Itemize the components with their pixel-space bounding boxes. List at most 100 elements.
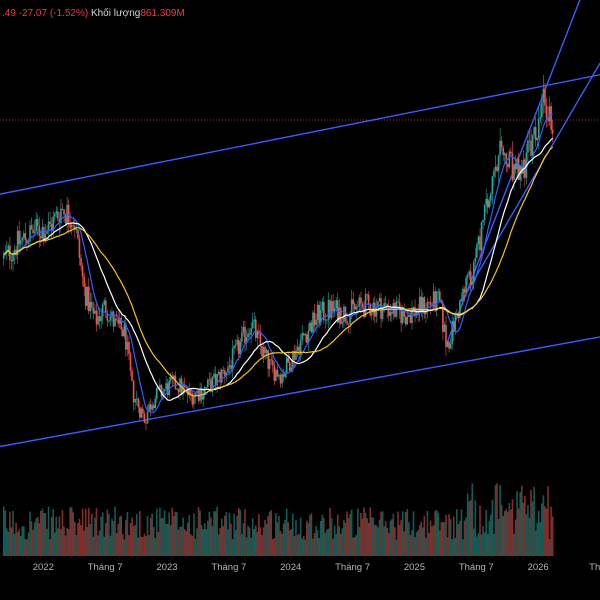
ma-25-line xyxy=(3,137,554,401)
volume-bar-305 xyxy=(474,500,477,556)
candle-body-270 xyxy=(420,296,423,313)
volume-bar-347 xyxy=(539,522,542,556)
candle-body-80 xyxy=(126,341,129,350)
candle-body-54 xyxy=(86,286,89,306)
candle-body-168 xyxy=(262,347,265,357)
volume-bar-140 xyxy=(219,527,222,556)
candle-body-148 xyxy=(231,348,234,370)
candle-body-331 xyxy=(514,164,517,170)
x-tick-label-2: 2023 xyxy=(156,562,177,573)
candle-body-90 xyxy=(142,408,144,414)
candle-body-107 xyxy=(168,380,170,395)
volume-bar-22 xyxy=(36,516,39,556)
x-tick-label-1: Tháng 7 xyxy=(88,562,123,573)
candle-body-243 xyxy=(378,298,381,302)
volume-bar-51 xyxy=(81,508,84,556)
x-tick-label-4: 2024 xyxy=(280,562,301,573)
volume-bar-61 xyxy=(97,535,99,556)
candle-body-328 xyxy=(510,151,512,154)
volume-bar-166 xyxy=(259,527,262,556)
volume-bar-258 xyxy=(401,511,404,556)
volume-bar-337 xyxy=(524,495,526,556)
candle-body-193 xyxy=(301,333,303,341)
candle-body-175 xyxy=(273,365,276,381)
volume-bar-229 xyxy=(357,508,359,556)
candle-body-217 xyxy=(338,307,341,323)
volume-bar-171 xyxy=(267,515,269,556)
volume-bar-107 xyxy=(168,512,170,556)
candle-body-307 xyxy=(477,236,480,245)
candle-body-171 xyxy=(267,349,269,369)
volume-bar-256 xyxy=(398,525,401,556)
volume-bar-123 xyxy=(193,513,195,556)
candle-body-7 xyxy=(13,249,16,256)
volume-bar-154 xyxy=(241,534,243,556)
candle-body-152 xyxy=(237,339,240,355)
volume-bar-349 xyxy=(542,495,545,556)
candle-body-215 xyxy=(335,300,337,309)
candle-body-157 xyxy=(245,337,248,344)
volume-bar-231 xyxy=(360,513,362,556)
candle-body-223 xyxy=(347,323,350,325)
volume-bar-191 xyxy=(298,533,300,556)
candle-body-204 xyxy=(318,304,320,324)
header-change: -27.07 (-1.52%) xyxy=(18,8,89,19)
candle-body-192 xyxy=(299,340,302,355)
candle-body-96 xyxy=(151,405,153,410)
candle-body-301 xyxy=(468,271,470,276)
volume-bar-339 xyxy=(527,504,529,556)
candle-body-229 xyxy=(357,306,359,308)
volume-bar-266 xyxy=(414,537,416,556)
candle-body-236 xyxy=(367,294,370,304)
volume-bar-238 xyxy=(370,517,373,556)
candle-body-37 xyxy=(60,208,62,224)
volume-bar-24 xyxy=(40,511,42,556)
volume-bar-150 xyxy=(234,529,237,556)
volume-bar-211 xyxy=(329,507,331,556)
volume-bar-190 xyxy=(296,535,299,556)
volume-bar-14 xyxy=(24,538,27,556)
candle-body-104 xyxy=(163,389,166,392)
volume-bar-17 xyxy=(29,511,31,556)
volume-bar-185 xyxy=(288,530,291,556)
candle-body-79 xyxy=(125,324,127,350)
candle-body-249 xyxy=(387,309,390,316)
volume-bar-81 xyxy=(128,535,130,556)
candle-body-137 xyxy=(214,373,217,386)
candle-body-208 xyxy=(324,319,327,321)
candle-body-133 xyxy=(208,379,211,381)
volume-bar-224 xyxy=(349,513,351,556)
volume-bar-289 xyxy=(449,519,452,556)
candle-body-135 xyxy=(211,377,214,392)
volume-bar-209 xyxy=(326,529,328,556)
candle-body-306 xyxy=(476,244,478,258)
candle-body-298 xyxy=(463,288,466,293)
volume-bar-225 xyxy=(350,509,353,556)
volume-bar-304 xyxy=(473,528,475,556)
candle-body-200 xyxy=(312,312,314,333)
volume-bar-228 xyxy=(355,534,358,556)
candle-body-339 xyxy=(527,140,529,153)
volume-bar-110 xyxy=(173,515,175,556)
volume-bar-48 xyxy=(77,523,79,556)
volume-bar-28 xyxy=(46,528,48,556)
candle-body-318 xyxy=(494,166,497,172)
candle-body-138 xyxy=(216,374,218,386)
candle-body-344 xyxy=(534,127,537,141)
candle-body-329 xyxy=(511,153,514,180)
volume-bar-65 xyxy=(103,536,106,556)
candle-body-325 xyxy=(505,153,508,165)
volume-bar-180 xyxy=(281,533,283,556)
volume-bar-183 xyxy=(285,508,288,556)
volume-bar-194 xyxy=(302,536,305,556)
chart-header: .49 -27.07 (-1.52%) Khối lượng861.309M xyxy=(2,8,185,19)
candle-body-183 xyxy=(285,357,288,373)
candle-body-210 xyxy=(327,300,330,320)
volume-bar-220 xyxy=(343,519,345,556)
candle-body-155 xyxy=(242,326,245,333)
candle-body-40 xyxy=(64,214,67,224)
candle-body-242 xyxy=(377,301,379,308)
candle-body-345 xyxy=(536,138,539,141)
volume-bar-13 xyxy=(23,526,25,556)
